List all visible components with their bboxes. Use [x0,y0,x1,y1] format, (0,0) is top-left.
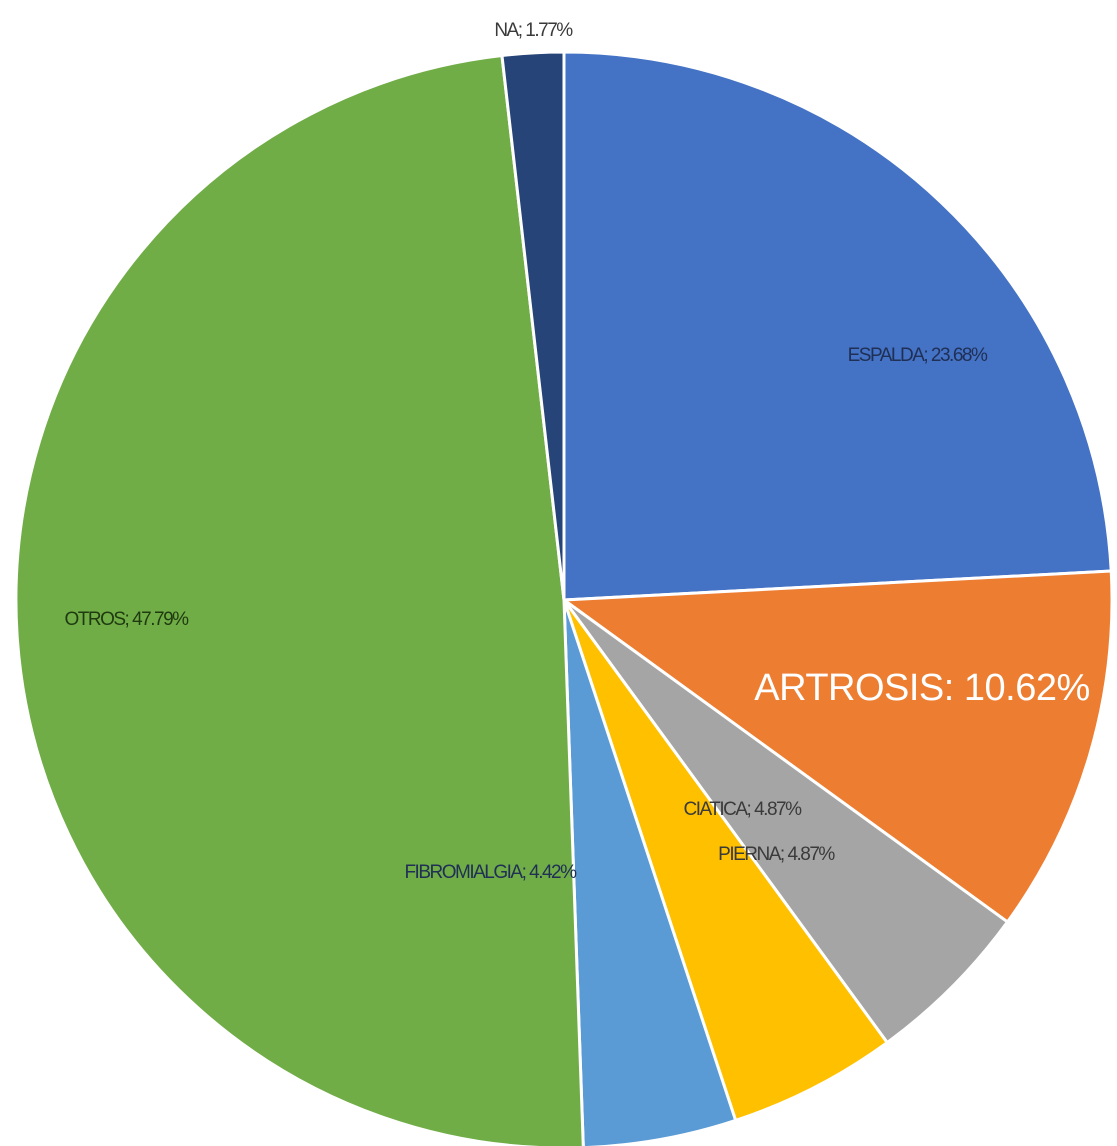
pie-slice-espalda [562,50,1113,602]
pie-slice-pierna [562,598,1010,1045]
pie-slice-fibromialgia [562,599,738,1146]
data-label-otros: OTROS; 47.79% [64,609,189,630]
pie-labels: ESPALDA; 23.68% ARTROSIS: 10.62% PIERNA; 4… [64,20,1090,883]
data-label-espalda: ESPALDA; 23.68% [848,345,988,366]
data-label-pierna: PIERNA; 4.87% [718,844,835,865]
pie-slice-artrosis [559,569,1114,925]
data-label-ciatica: CIATICA; 4.87% [684,799,803,820]
data-label-artrosis: ARTROSIS: 10.62% [754,667,1090,709]
data-label-fibromialgia: FIBROMIALGIA; 4.42% [404,862,577,883]
pie-slice-na [500,50,566,601]
pie-slices [14,50,1114,1146]
data-label-na: NA; 1.77% [494,20,573,41]
pie-slice-otros [14,53,585,1146]
pie-slice-ciatica [562,599,890,1123]
